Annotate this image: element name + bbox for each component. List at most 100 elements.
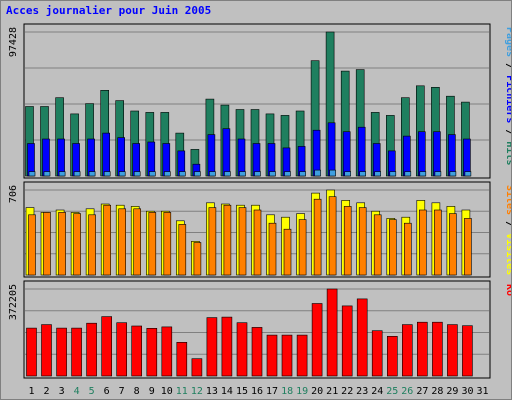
x-tick-label-30: 30 [461, 386, 473, 397]
bar-ko [326, 288, 338, 377]
bar-fichiers [162, 143, 171, 177]
bar-sites [268, 222, 277, 276]
bar-sites [313, 198, 322, 276]
bar-ko [191, 358, 203, 377]
bar-pages [28, 171, 36, 177]
legend-label-2-1: / [504, 215, 511, 233]
x-tick-label-2: 2 [43, 386, 49, 397]
bar-fichiers [417, 131, 426, 177]
bar-fichiers [267, 143, 276, 177]
bar-fichiers [117, 137, 125, 177]
legend-label-1-4: Hits [504, 141, 511, 165]
bar-ko [206, 317, 218, 377]
x-tick-label-13: 13 [206, 386, 218, 397]
bar-pages [449, 171, 457, 177]
bar-pages [374, 171, 382, 177]
bar-pages [344, 171, 352, 177]
bar-fichiers [402, 135, 411, 177]
bar-ko [26, 327, 37, 377]
bar-pages [299, 171, 306, 177]
x-tick-label-6: 6 [104, 386, 110, 397]
bar-pages [284, 171, 291, 177]
bar-ko [56, 327, 67, 377]
x-tick-label-28: 28 [431, 386, 443, 397]
x-tick-label-27: 27 [416, 386, 428, 397]
bar-fichiers [357, 126, 366, 177]
bar-ko [401, 324, 413, 377]
bar-sites [358, 207, 367, 276]
legend-label-2-0: Sites [504, 185, 511, 215]
bar-sites [208, 207, 217, 276]
bar-sites [58, 212, 66, 276]
bar-pages [88, 171, 96, 177]
bar-fichiers [222, 128, 231, 177]
bar-sites [328, 196, 337, 276]
x-tick-label-17: 17 [266, 386, 278, 397]
bar-ko [41, 324, 52, 377]
bar-ko [146, 327, 158, 377]
bar-fichiers [42, 138, 50, 177]
x-tick-label-20: 20 [311, 386, 323, 397]
bar-pages [314, 169, 321, 177]
chart-title: Acces journalier pour Juin 2005 [6, 4, 211, 17]
bar-sites [73, 213, 81, 276]
x-tick-label-12: 12 [191, 386, 203, 397]
bar-fichiers [463, 138, 471, 177]
bar-ko [281, 334, 293, 377]
bar-fichiers [312, 129, 321, 177]
bar-pages [149, 171, 156, 177]
panel-3-legend: Ko [504, 284, 511, 296]
x-tick-label-14: 14 [221, 386, 233, 397]
bar-sites [298, 219, 307, 276]
bar-sites [373, 214, 382, 276]
panel-1-legend: Pages / Fichiers / Hits [504, 27, 511, 166]
bar-pages [179, 171, 186, 177]
bar-sites [148, 212, 157, 276]
bar-pages [419, 171, 427, 177]
bar-fichiers [372, 143, 381, 177]
bar-sites [118, 208, 126, 276]
bar-ko [356, 298, 368, 377]
bar-sites [193, 242, 202, 276]
bar-fichiers [448, 134, 456, 177]
x-tick-label-24: 24 [371, 386, 383, 397]
x-tick-label-21: 21 [326, 386, 338, 397]
bar-sites [283, 228, 292, 276]
bar-pages [434, 171, 442, 177]
legend-label-1-1: / [504, 57, 511, 75]
bar-ko [71, 327, 82, 377]
x-tick-label-29: 29 [446, 386, 458, 397]
bar-fichiers [147, 141, 156, 177]
bar-fichiers [27, 143, 35, 177]
bar-fichiers [342, 131, 351, 177]
bar-ko [296, 334, 308, 377]
bar-sites [88, 214, 96, 276]
x-tick-label-16: 16 [251, 386, 263, 397]
bar-pages [269, 171, 276, 177]
x-tick-label-10: 10 [161, 386, 173, 397]
bar-sites [43, 212, 51, 276]
bar-sites [434, 209, 442, 276]
x-tick-label-31: 31 [476, 386, 488, 397]
bar-pages [73, 171, 81, 177]
panel-2-legend: Sites / Visites [504, 185, 511, 275]
bar-ko [462, 325, 473, 377]
bar-pages [224, 171, 231, 177]
bar-fichiers [327, 122, 336, 177]
bar-pages [404, 171, 412, 177]
bar-ko [447, 324, 458, 377]
bar-sites [253, 209, 262, 276]
bar-ko [371, 330, 383, 377]
bar-fichiers [237, 138, 246, 177]
x-tick-label-18: 18 [281, 386, 293, 397]
bar-pages [103, 171, 111, 177]
bar-sites [238, 207, 247, 276]
x-tick-label-8: 8 [134, 386, 140, 397]
x-tick-label-5: 5 [89, 386, 95, 397]
bar-ko [386, 335, 398, 377]
x-tick-label-22: 22 [341, 386, 353, 397]
bar-sites [28, 214, 36, 276]
legend-label-2-2: Visites [504, 233, 511, 275]
